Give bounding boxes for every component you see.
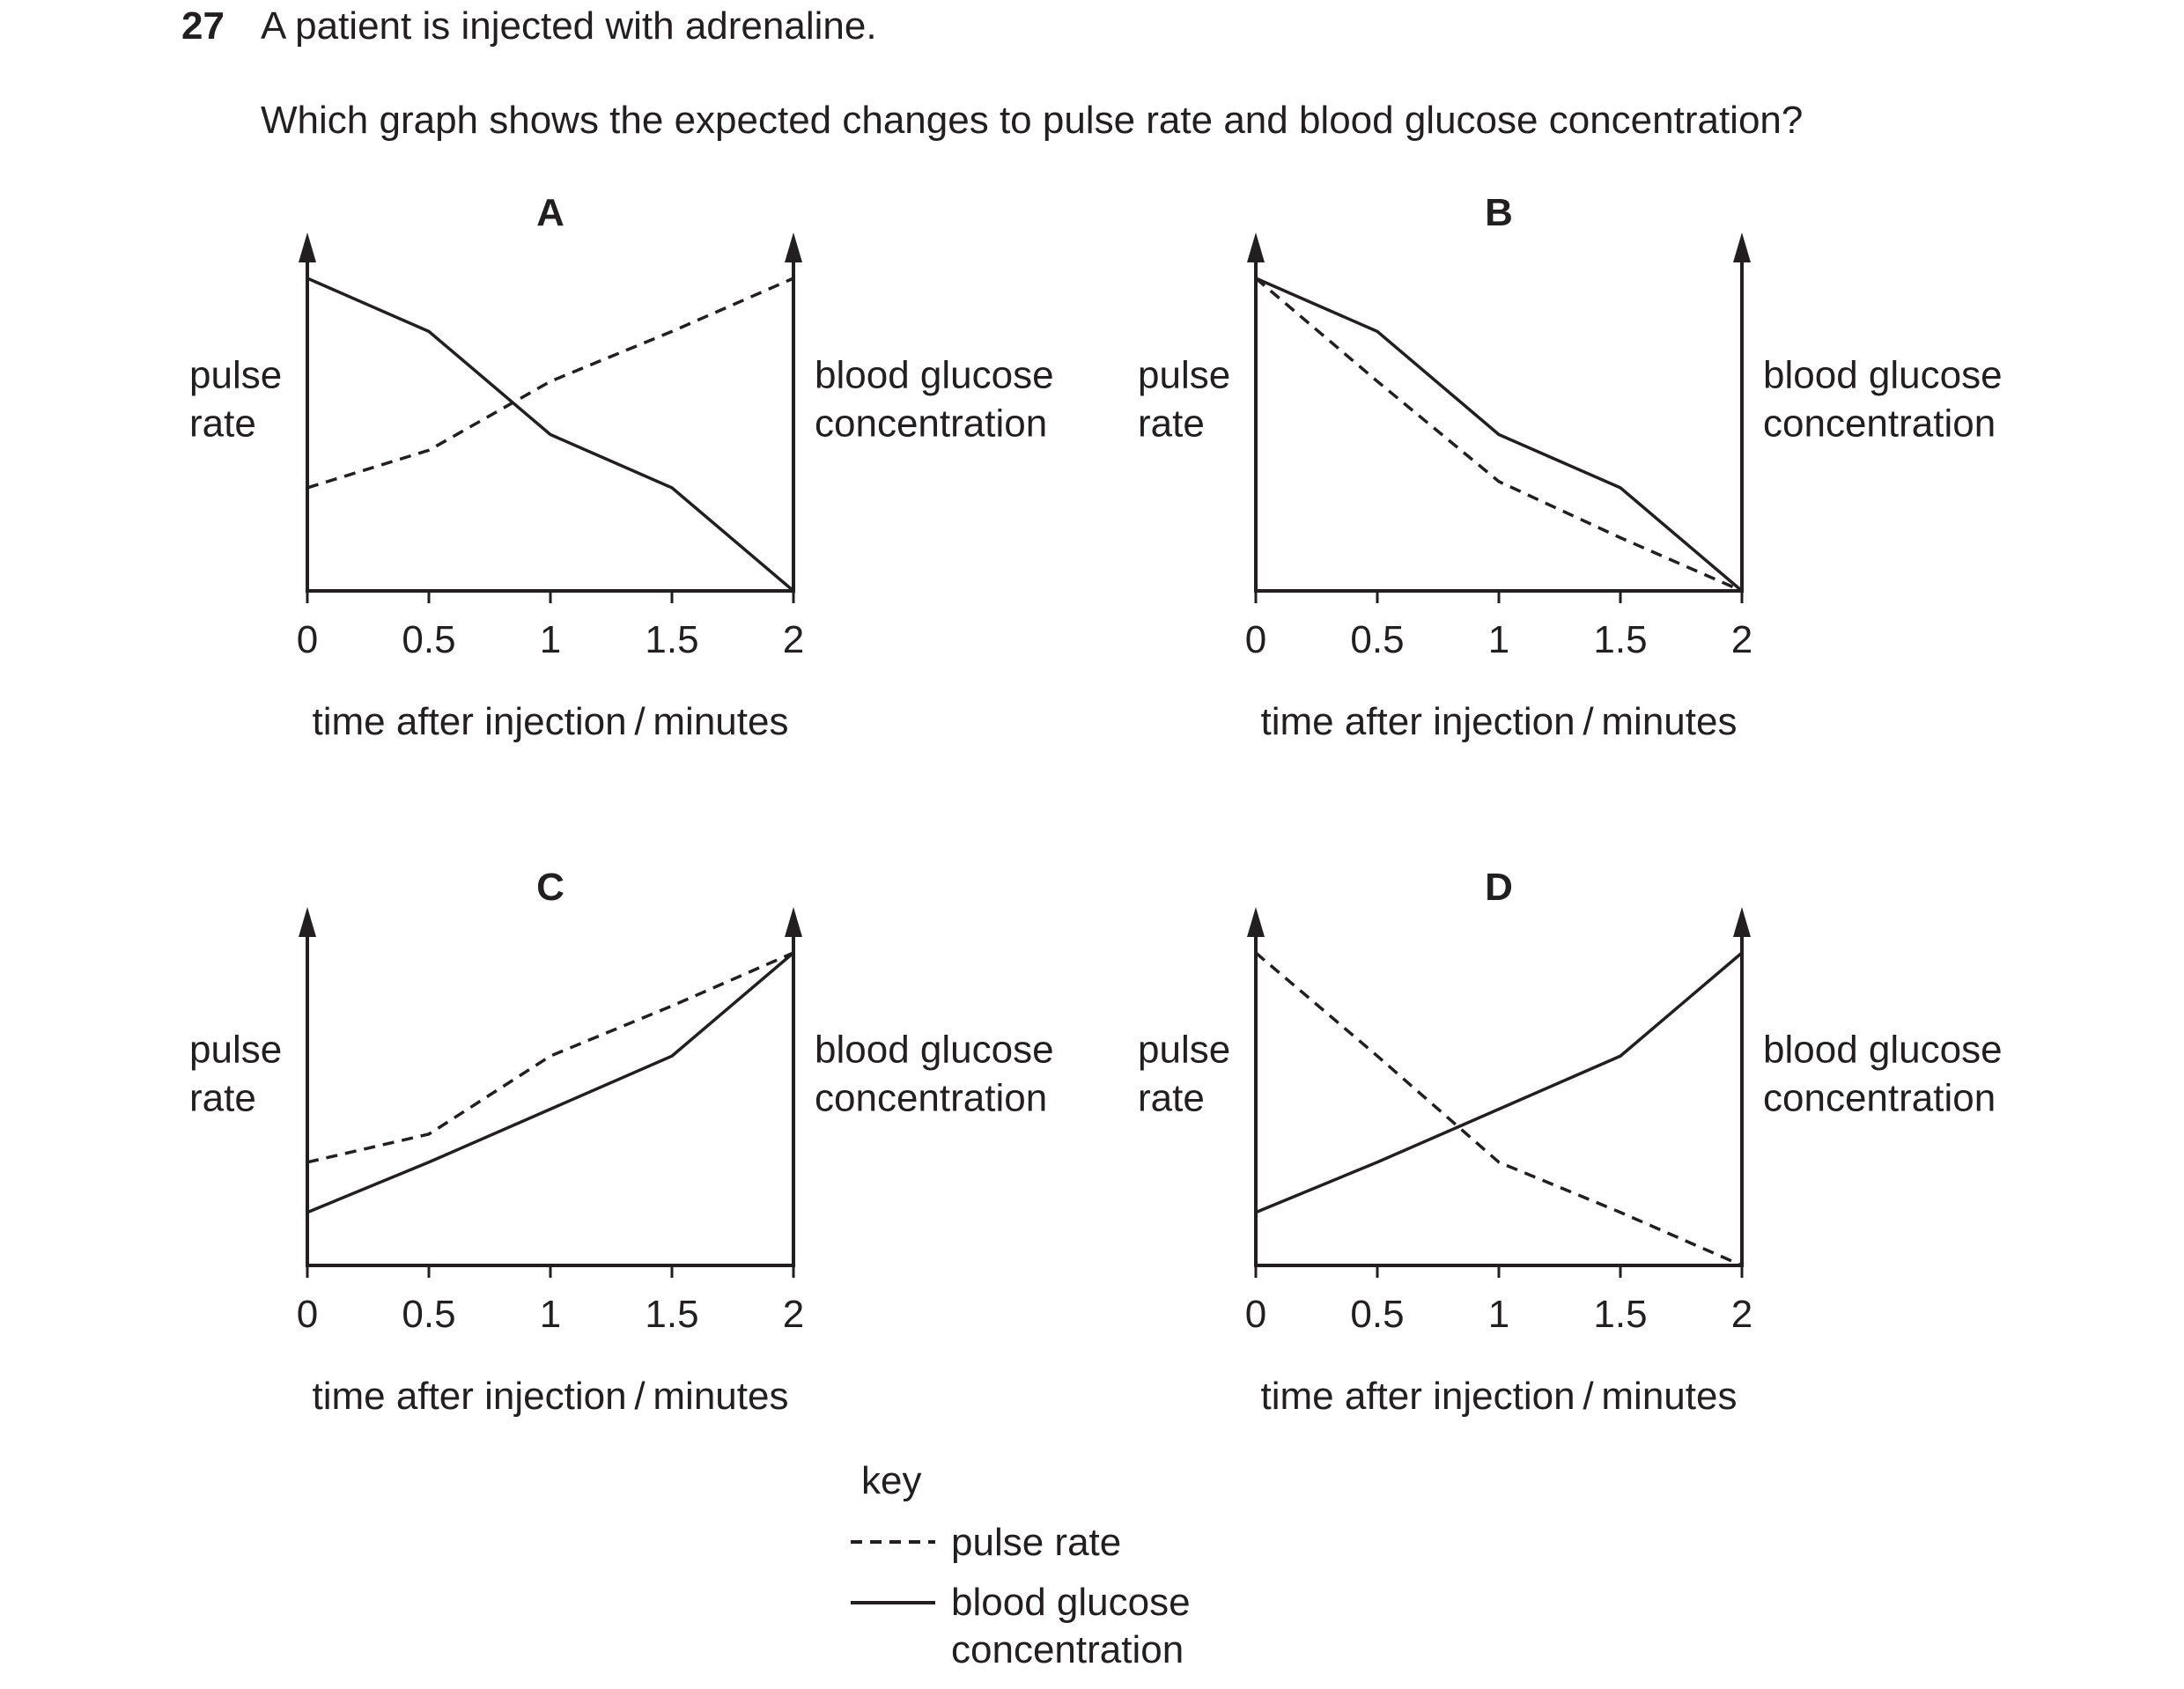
x-tick-label: 1.5 (1593, 1293, 1647, 1336)
graph-c: C 0 0.5 1 1.5 2 time after injection / minutes… (189, 866, 1054, 1418)
x-axis-label: time after injection / minutes (1261, 700, 1738, 743)
right-y-axis-arrowhead (1733, 907, 1751, 937)
question-number: 27 (181, 4, 225, 48)
left-y-axis-label: rate (1138, 1077, 1205, 1120)
x-axis-label: time after injection / minutes (1261, 1375, 1738, 1418)
right-y-axis-label: concentration (1763, 1077, 1996, 1120)
left-y-axis-label: rate (189, 402, 256, 446)
blood-glucose-line (1255, 951, 1744, 1214)
pulse-rate-line (1254, 951, 1743, 1267)
key-glucose-label-line2: concentration (951, 1628, 1184, 1671)
pulse-rate-line (306, 951, 794, 1164)
left-y-axis-arrowhead (299, 907, 316, 937)
graph-a: A 0 0.5 1 1.5 2 time after injection / minutes… (189, 191, 1054, 743)
key-title: key (861, 1459, 921, 1502)
left-y-axis-label: rate (1138, 402, 1205, 446)
right-y-axis-arrowhead (1733, 232, 1751, 262)
x-tick-label: 1 (540, 618, 561, 661)
right-y-axis-label: blood glucose (1763, 354, 2003, 397)
pulse-rate-line (306, 277, 794, 490)
blood-glucose-line (1255, 277, 1744, 593)
x-tick-label: 0.5 (1350, 618, 1404, 661)
pulse-rate-line (1254, 277, 1743, 593)
panel-label-c: C (536, 866, 564, 909)
blood-glucose-line (306, 951, 795, 1214)
left-y-axis-arrowhead (299, 232, 316, 262)
x-tick-label: 0 (297, 1293, 318, 1336)
blood-glucose-line (306, 277, 795, 593)
right-y-axis-label: concentration (815, 1077, 1047, 1120)
left-y-axis-label: pulse (1138, 354, 1230, 397)
right-y-axis-label: blood glucose (1763, 1029, 2003, 1072)
key-glucose-label-line1: blood glucose (951, 1581, 1191, 1624)
x-tick-label: 1 (1488, 1293, 1509, 1336)
panel-label-d: D (1485, 866, 1513, 909)
x-tick-label: 1 (1488, 618, 1509, 661)
question-stem: A patient is injected with adrenaline. (261, 4, 877, 48)
x-tick-label: 1 (540, 1293, 561, 1336)
x-axis-label: time after injection / minutes (313, 700, 789, 743)
key-legend: key pulse rate blood glucose concentrati… (851, 1459, 1191, 1671)
left-y-axis-label: pulse (189, 1029, 282, 1072)
right-y-axis-label: concentration (1763, 402, 1996, 446)
right-y-axis-arrowhead (785, 232, 802, 262)
x-axis-label: time after injection / minutes (313, 1375, 789, 1418)
x-tick-label: 1.5 (645, 618, 698, 661)
x-tick-label: 0.5 (402, 618, 455, 661)
panel-label-a: A (536, 191, 564, 234)
left-y-axis-label: rate (189, 1077, 256, 1120)
right-y-axis-label: blood glucose (815, 1029, 1054, 1072)
graph-panels: A 0 0.5 1 1.5 2 time after injection / minutes… (189, 191, 2003, 1418)
left-y-axis-arrowhead (1247, 907, 1265, 937)
x-tick-label: 2 (783, 618, 804, 661)
right-y-axis-label: concentration (815, 402, 1047, 446)
x-tick-label: 2 (1731, 618, 1752, 661)
left-y-axis-arrowhead (1247, 232, 1265, 262)
left-y-axis-label: pulse (189, 354, 282, 397)
x-tick-label: 0 (1245, 1293, 1266, 1336)
x-tick-label: 1.5 (1593, 618, 1647, 661)
left-y-axis-label: pulse (1138, 1029, 1230, 1072)
question-prompt: Which graph shows the expected changes t… (261, 99, 1804, 142)
x-tick-label: 0.5 (1350, 1293, 1404, 1336)
x-tick-label: 0 (1245, 618, 1266, 661)
panel-label-b: B (1485, 191, 1513, 234)
x-tick-label: 0.5 (402, 1293, 455, 1336)
graph-d: D 0 0.5 1 1.5 2 time after injection / minutes… (1138, 866, 2003, 1418)
graph-b: B 0 0.5 1 1.5 2 time after injection / minutes… (1138, 191, 2003, 743)
x-tick-label: 2 (783, 1293, 804, 1336)
right-y-axis-label: blood glucose (815, 354, 1054, 397)
key-pulse-label: pulse rate (951, 1521, 1121, 1564)
right-y-axis-arrowhead (785, 907, 802, 937)
x-tick-label: 0 (297, 618, 318, 661)
x-tick-label: 1.5 (645, 1293, 698, 1336)
x-tick-label: 2 (1731, 1293, 1752, 1336)
